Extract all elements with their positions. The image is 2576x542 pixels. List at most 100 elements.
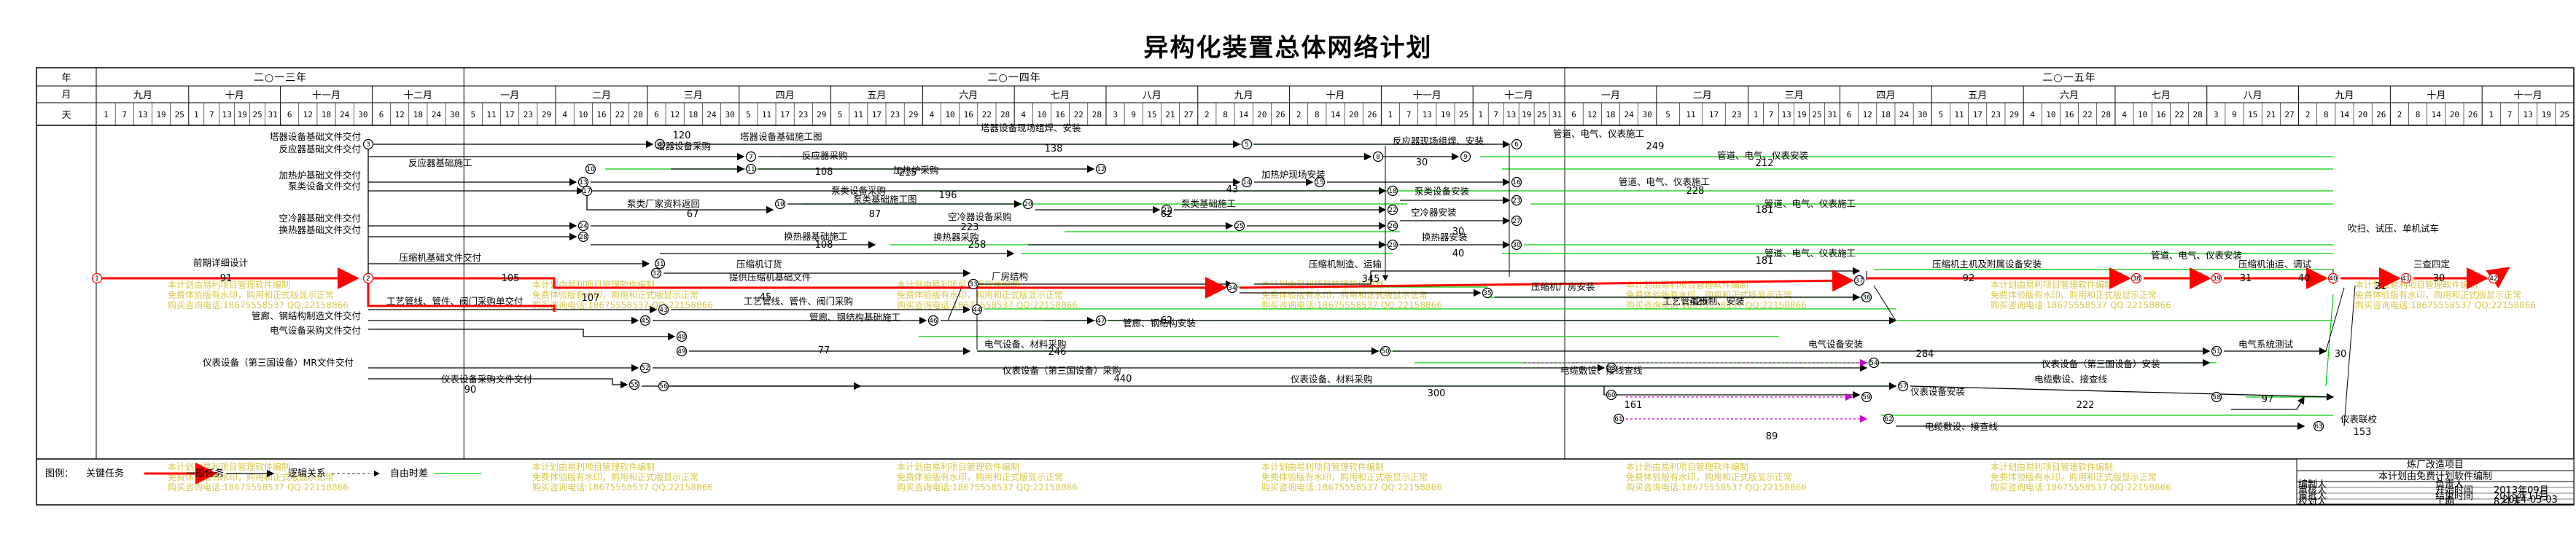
day-label: 11 [1686,110,1695,119]
day-label: 5 [746,110,751,119]
event-node [1234,220,1245,232]
day-label: 18 [688,110,698,119]
day-label: 24 [1899,110,1910,119]
watermark-text: 本计划由易利项目管理软件编制 [1626,461,1748,472]
month-label: 八月 [2244,90,2262,101]
event-node [577,176,589,188]
event-node-number: 24 [579,223,588,230]
event-node-number: 28 [579,234,588,241]
day-label: 18 [322,110,331,119]
watermark-text: 购买咨询电话:18675558537 QQ:22158866 [2355,299,2536,310]
day-label: 14 [2340,110,2350,119]
task-duration: 108 [815,240,833,251]
task-duration: 87 [869,209,882,220]
watermark-text: 购买咨询电话:18675558537 QQ:22158866 [1626,482,1807,492]
task-label: 工艺管道预制、安装 [1662,296,1745,307]
day-label: 28 [634,110,643,119]
task-duration: 40 [2298,273,2311,284]
month-label: 七月 [1051,90,1070,101]
event-node-number: 18 [1388,188,1397,195]
task-duration: 92 [1963,273,1975,284]
day-label: 20 [1257,110,1266,119]
task-duration: 212 [1756,158,1774,169]
task-duration: 258 [968,240,987,251]
event-node-number: 20 [1024,201,1032,208]
month-label: 十一月 [312,90,341,101]
event-node [745,163,757,175]
watermark-text: 购买咨询电话:18675558537 QQ:22158866 [897,482,1078,492]
watermark-text: 购买咨询电话:18675558537 QQ:22158866 [1261,299,1442,310]
month-label: 九月 [1234,90,1253,101]
day-label: 24 [707,110,717,119]
day-label: 2 [1205,110,1210,119]
watermark-text: 免费体验版有水印，购用和正式版显示正常 [897,471,1063,482]
watermark-text: 免费体验版有水印，购用和正式版显示正常 [532,471,699,482]
task-label: 吹扫、试压、单机试车 [2348,223,2439,234]
day-label: 25 [1459,110,1468,119]
task-duration: 31 [2240,273,2252,284]
task-duration: 138 [1045,144,1063,154]
event-node [1511,176,1522,188]
event-node [639,315,651,326]
task-label: 泵类厂家资料返回 [627,198,700,209]
task-duration: 97 [2262,394,2274,405]
task-label: 仪表设备、材料采购 [1291,374,1373,385]
day-label: 2 [1296,110,1301,119]
event-node-number: 59 [1862,394,1871,401]
legend-critical-label: 关键任务 [86,468,124,479]
event-node-number: 9 [1463,154,1468,161]
day-label: 26 [1367,110,1377,119]
title-block-cell: 校对人 [2298,496,2327,508]
event-node-number: 42 [2489,275,2497,283]
event-node [1387,185,1398,197]
event-node [2211,391,2222,403]
day-label: 13 [1423,110,1432,119]
day-label: 10 [945,110,954,119]
event-node [654,138,666,150]
event-node-number: 21 [1162,207,1170,214]
event-node [676,345,688,357]
day-label: 25 [1537,110,1546,119]
task-label: 仪表设备（第三国设备）安装 [2042,358,2160,369]
task-duration: 30 [2433,273,2445,284]
task-label: 塔器设备现场组焊、安装 [981,122,1081,133]
event-node [1861,391,1872,403]
event-node-number: 3 [366,141,370,149]
task-duration: 90 [464,385,477,396]
watermark-text: 本计划由易利项目管理软件编制 [532,461,655,472]
watermark-text: 购买咨询电话:18675558537 QQ:22158866 [532,482,713,492]
event-node [1241,176,1253,188]
event-node [1613,413,1624,425]
task-label: 提供压缩机基础文件 [729,272,812,283]
task-label: 管道、电气、仪表安装 [1717,150,1808,161]
day-label: 8 [2324,110,2329,119]
day-label: 29 [542,110,551,119]
task-duration: 300 [1428,388,1446,399]
task-duration: 181 [1756,205,1774,216]
event-node-number: 49 [677,348,686,356]
day-label: 10 [578,110,588,119]
day-label: 30 [1643,110,1652,119]
month-label: 十一月 [2514,90,2542,101]
day-label: 18 [1881,110,1891,119]
month-label: 五月 [867,90,886,101]
event-node-number: 33 [969,281,977,288]
task-label: 工艺管线、管件、阀门采购 [744,296,853,307]
task-duration: 40 [1452,248,1465,259]
legend-free-label: 自由时差 [390,468,428,479]
day-label: 31 [1827,110,1837,119]
day-label: 27 [1184,110,1194,119]
event-node-number: 26 [1388,223,1397,230]
event-node [1380,345,1391,357]
day-label: 14 [1239,110,1249,119]
event-node-number: 48 [677,334,686,341]
event-node-number: 53 [1607,365,1615,372]
day-label: 13 [222,110,232,119]
row-label-day: 天 [61,110,71,121]
task-label: 压缩机订货 [736,259,782,270]
event-node [971,304,983,315]
day-label: 15 [1147,110,1156,119]
event-node-number: 52 [641,365,649,372]
day-label: 5 [471,110,476,119]
